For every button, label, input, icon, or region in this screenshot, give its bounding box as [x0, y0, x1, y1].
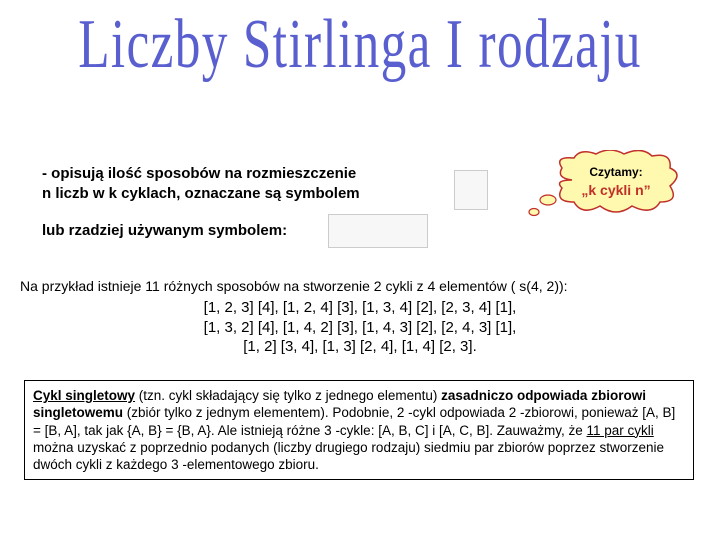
intro-line-2: n liczb w k cyklach, oznaczane są symbol… [42, 184, 442, 204]
intro-block: - opisują ilość sposobów na rozmieszczen… [42, 164, 442, 205]
formula-symbol-2 [328, 214, 428, 248]
intro-line-1: - opisują ilość sposobów na rozmieszczen… [42, 164, 442, 184]
page-title: Liczby Stirlinga I rodzaju [78, 4, 642, 85]
title-text: Liczby Stirlinga I rodzaju [78, 6, 642, 84]
example-row-2: [1, 3, 2] [4], [1, 4, 2] [3], [1, 4, 3] … [0, 318, 720, 338]
callout-header: Czytamy: [589, 165, 642, 181]
box-term-1: Cykl singletowy [33, 388, 135, 403]
cloud-tail [522, 192, 562, 220]
formula-symbol-1 [454, 170, 488, 210]
example-row-1: [1, 2, 3] [4], [1, 2, 4] [3], [1, 3, 4] … [0, 298, 720, 318]
callout-main: „k cykli n” [581, 181, 650, 199]
definition-box: Cykl singletowy (tzn. cykl składający si… [24, 380, 694, 480]
example-intro: Na przykład istnieje 11 różnych sposobów… [20, 278, 568, 294]
box-term-2: 11 par cykli [587, 423, 654, 438]
example-list: [1, 2, 3] [4], [1, 2, 4] [3], [1, 3, 4] … [0, 298, 720, 357]
box-text-3: można uzyskać z poprzednio podanych (lic… [33, 440, 664, 472]
intro-sub: lub rzadziej używanym symbolem: [42, 222, 287, 239]
example-row-3: [1, 2] [3, 4], [1, 3] [2, 4], [1, 4] [2,… [0, 337, 720, 357]
box-text-1: (tzn. cykl składający się tylko z jedneg… [135, 388, 441, 403]
box-text-2: (zbiór tylko z jednym elementem). Podobn… [33, 405, 675, 437]
callout-bubble: Czytamy: „k cykli n” [552, 150, 680, 214]
